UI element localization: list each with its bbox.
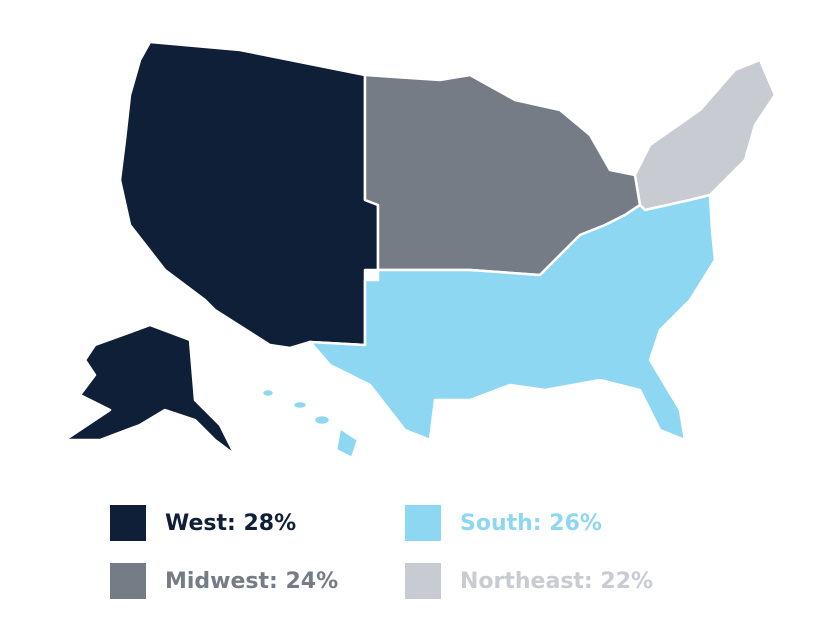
legend: West: 28% Midwest: 24% South: 26% Northeast… — [110, 505, 653, 599]
legend-label: South: 26% — [460, 511, 602, 536]
south-region — [308, 193, 717, 442]
hawaii-island — [334, 426, 360, 460]
alaska — [63, 323, 237, 457]
hawaii-island — [291, 399, 309, 411]
legend-swatch — [110, 505, 146, 541]
hawaii-island — [312, 413, 332, 427]
map — [63, 40, 777, 460]
legend-swatch — [110, 563, 146, 599]
legend-swatch — [405, 563, 441, 599]
legend-swatch — [405, 505, 441, 541]
legend-label: West: 28% — [165, 511, 296, 536]
legend-label: Northeast: 22% — [460, 569, 653, 594]
hawaii-island — [260, 387, 276, 399]
legend-label: Midwest: 24% — [165, 569, 338, 594]
hawaii — [260, 387, 360, 460]
west-region — [118, 40, 380, 350]
northeast-region — [633, 58, 777, 212]
